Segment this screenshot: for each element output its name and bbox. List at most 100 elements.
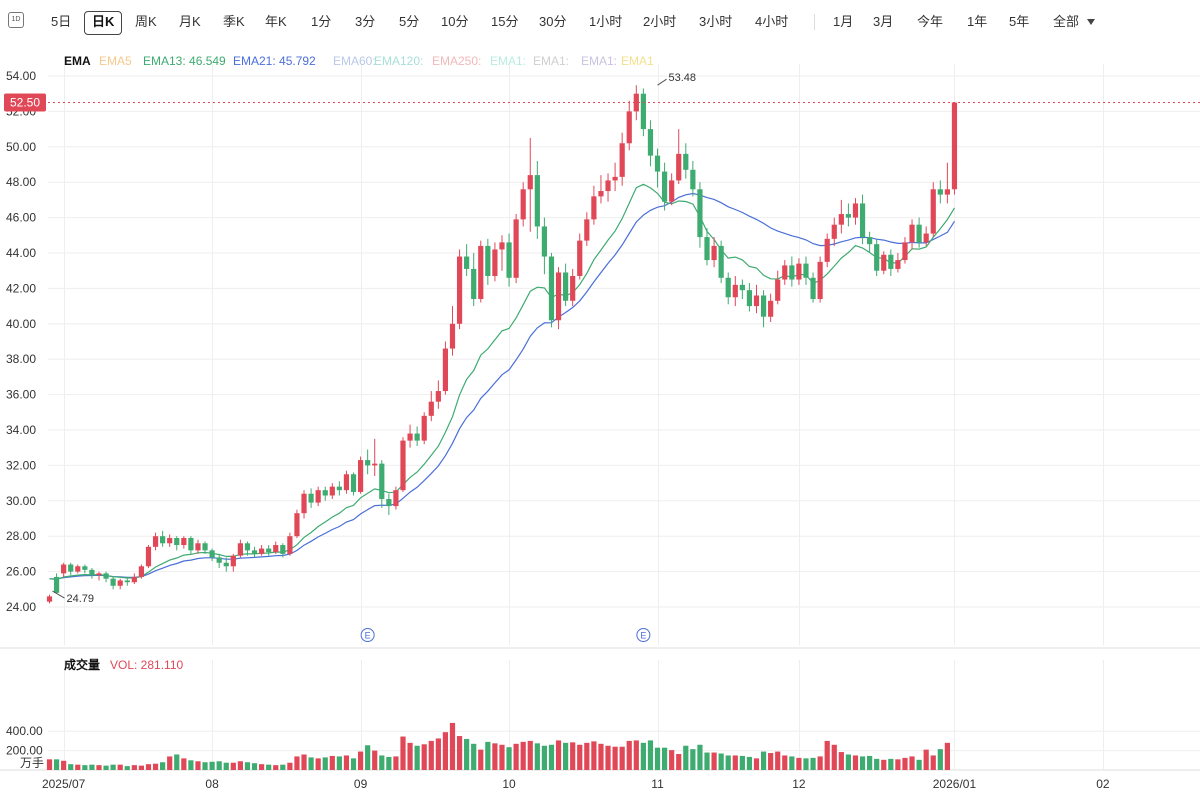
- volume-bar: [944, 742, 950, 770]
- candle-body: [471, 268, 477, 300]
- period-tab[interactable]: 月K: [179, 14, 201, 29]
- volume-bar: [570, 742, 576, 770]
- x-tick-label: 12: [792, 777, 806, 791]
- volume-bar: [131, 765, 137, 770]
- candle: [96, 571, 102, 581]
- candle: [789, 256, 795, 287]
- candle-body: [195, 543, 201, 551]
- y-tick-label: 44.00: [6, 246, 36, 260]
- period-tab[interactable]: 5日: [51, 14, 72, 29]
- event-circle: [636, 628, 651, 642]
- period-tab[interactable]: 15分: [491, 14, 519, 29]
- calendar-icon[interactable]: 1D: [8, 12, 24, 28]
- candle-body: [167, 537, 173, 544]
- candle-body: [266, 548, 272, 553]
- period-tab[interactable]: 5分: [399, 14, 420, 29]
- candle-body: [852, 203, 859, 218]
- period-tab[interactable]: 10分: [441, 14, 469, 29]
- candle-body: [386, 499, 392, 507]
- candle: [499, 235, 505, 271]
- volume-bar: [379, 755, 385, 770]
- period-tab[interactable]: 2小时: [643, 14, 677, 29]
- candle: [244, 541, 251, 556]
- candle: [449, 306, 456, 356]
- range-tab[interactable]: 3月: [873, 14, 894, 29]
- candle-body: [591, 196, 597, 220]
- volume-bar: [230, 762, 236, 770]
- period-tab[interactable]: 3分: [355, 14, 376, 29]
- period-tab[interactable]: 4小时: [755, 14, 789, 29]
- volume-bar: [251, 763, 258, 770]
- volume-bar: [647, 740, 654, 770]
- candle-body: [421, 415, 427, 441]
- period-tab[interactable]: 年K: [265, 14, 287, 29]
- volume-bar: [831, 744, 837, 770]
- volume-bar: [343, 755, 350, 770]
- candle: [803, 256, 809, 285]
- candle: [89, 568, 95, 579]
- candle-body: [647, 129, 654, 156]
- volume-bar: [89, 764, 95, 770]
- candle: [520, 182, 526, 227]
- candle: [612, 162, 618, 192]
- candle: [506, 233, 512, 287]
- range-tab[interactable]: 1年: [967, 14, 988, 29]
- candle: [414, 426, 420, 446]
- candle-body: [435, 391, 441, 402]
- candle: [53, 573, 60, 594]
- volume-bar: [584, 742, 590, 770]
- period-tab[interactable]: 1小时: [589, 14, 623, 29]
- candle: [548, 253, 555, 328]
- candle-body: [916, 224, 922, 243]
- candle-body: [287, 536, 293, 554]
- range-tab[interactable]: 今年: [917, 14, 944, 29]
- event-circle: [360, 628, 375, 642]
- volume-tick-label: 400.00: [6, 724, 43, 738]
- candle-body: [492, 249, 498, 277]
- range-tab[interactable]: 全部: [1046, 11, 1102, 33]
- candle: [350, 472, 357, 496]
- candle-body: [654, 155, 661, 172]
- current-price-badge: [4, 93, 46, 112]
- candle-body: [449, 323, 456, 349]
- candle: [888, 249, 894, 277]
- volume-bar: [202, 762, 208, 770]
- volume-bar: [244, 762, 251, 770]
- candle: [513, 214, 519, 284]
- candle: [577, 233, 583, 280]
- period-tab[interactable]: 1分: [311, 14, 332, 29]
- y-tick-label: 46.00: [6, 211, 36, 225]
- period-tab[interactable]: 3小时: [699, 14, 733, 29]
- candle: [492, 242, 498, 282]
- period-tab[interactable]: 30分: [539, 14, 567, 29]
- period-tab[interactable]: 周K: [135, 14, 157, 29]
- volume-bar: [760, 751, 767, 770]
- volume-bar: [824, 740, 830, 770]
- candle: [654, 148, 661, 188]
- candles: [46, 85, 958, 604]
- candle: [421, 412, 427, 445]
- x-tick-label: 2025/07: [42, 777, 86, 791]
- range-tab[interactable]: 5年: [1009, 14, 1030, 29]
- volume-bar: [619, 746, 625, 770]
- volume-bar: [937, 749, 943, 770]
- candle: [160, 530, 166, 547]
- candle: [181, 536, 187, 549]
- candle: [471, 253, 477, 307]
- period-tab[interactable]: 季K: [223, 14, 245, 29]
- candle: [633, 85, 639, 121]
- volume-bar: [53, 759, 60, 770]
- candle: [661, 162, 668, 211]
- range-tab[interactable]: 1月: [833, 14, 854, 29]
- candle-body: [527, 175, 533, 190]
- candle-body: [53, 576, 60, 593]
- volume-bar: [237, 761, 243, 770]
- candle-body: [690, 169, 696, 190]
- period-tab[interactable]: 日K: [84, 11, 123, 35]
- volume-bar: [704, 752, 710, 770]
- candle-body: [294, 513, 300, 537]
- volume-bar: [181, 758, 187, 770]
- volume-bar: [768, 753, 774, 770]
- candle: [287, 532, 293, 556]
- volume-bar: [61, 760, 67, 770]
